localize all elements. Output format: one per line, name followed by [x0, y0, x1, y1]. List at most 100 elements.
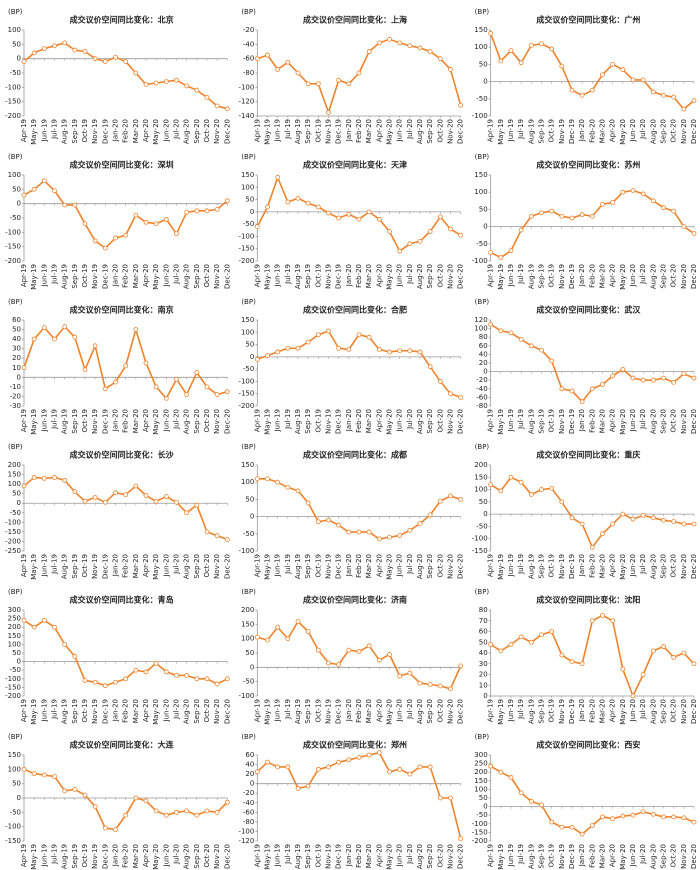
data-point: [346, 81, 352, 87]
x-tick-label: Aug-20: [416, 554, 424, 579]
data-point: [671, 94, 677, 100]
x-tick-label: Apr-19: [20, 699, 28, 722]
y-tick-label: 0: [17, 658, 21, 666]
data-point: [650, 377, 656, 383]
data-point: [194, 676, 200, 682]
x-tick-label: Apr-20: [142, 409, 150, 432]
y-tick-label: -150: [5, 837, 21, 845]
x-tick-label: Nov-19: [325, 264, 333, 289]
data-point: [569, 388, 575, 394]
y-tick-label: 200: [474, 768, 487, 776]
data-point: [498, 769, 504, 775]
x-tick-label: Jul-19: [51, 409, 59, 430]
y-tick-label: 0: [483, 803, 487, 811]
x-tick-label: Aug-19: [294, 554, 302, 579]
x-tick-label: May-19: [30, 409, 38, 435]
x-tick-label: May-19: [497, 119, 505, 145]
x-tick-label: Dec-20: [457, 409, 465, 434]
data-point: [559, 824, 565, 830]
x-tick-label: Nov-19: [558, 554, 566, 579]
x-tick-label: Jan-20: [345, 554, 353, 577]
x-tick-label: Dec-20: [223, 844, 231, 869]
data-point: [31, 50, 37, 56]
data-point: [224, 537, 230, 542]
x-tick-label: Apr-20: [375, 844, 383, 867]
x-tick-label: Dec-19: [335, 409, 343, 434]
data-point: [184, 209, 190, 215]
x-tick-label: Mar-20: [132, 699, 140, 723]
panel: (BP) 成交议价空间同比变化：西安 -200-150-100-5005010015…: [472, 733, 698, 870]
data-point: [336, 345, 342, 351]
x-tick-label: Oct-20: [203, 409, 211, 433]
data-point: [630, 375, 636, 381]
unit-label: (BP): [8, 443, 23, 451]
x-tick-label: Feb-20: [122, 409, 130, 433]
x-tick-label: Dec-19: [101, 699, 109, 724]
x-tick-label: Apr-20: [375, 264, 383, 287]
data-point: [458, 496, 464, 502]
y-tick-label: 0: [483, 510, 487, 518]
y-tick-label: 150: [474, 26, 487, 34]
x-tick-label: May-20: [152, 844, 160, 870]
data-point: [528, 343, 534, 349]
data-point: [102, 499, 108, 505]
data-point: [82, 678, 88, 683]
data-point: [589, 618, 595, 624]
y-tick-label: 50: [12, 40, 21, 48]
x-tick-label: Jun-20: [629, 554, 637, 577]
data-point: [539, 487, 544, 492]
data-point: [448, 391, 453, 397]
y-tick-label: 30: [12, 345, 21, 353]
data-point: [366, 529, 372, 535]
data-point: [92, 56, 98, 62]
x-tick-label: May-20: [386, 264, 394, 290]
data-point: [681, 521, 687, 527]
x-tick-label: Jun-19: [40, 264, 48, 287]
unit-label: (BP): [241, 8, 256, 16]
data-point: [671, 654, 677, 660]
data-point: [407, 527, 413, 533]
x-tick-label: Oct-20: [203, 264, 211, 288]
x-tick-label: Aug-20: [649, 699, 657, 724]
data-point: [579, 521, 585, 527]
x-tick-label: Jun-20: [629, 119, 637, 142]
x-tick-label: Jul-20: [639, 119, 647, 140]
x-tick-label: Dec-20: [690, 409, 698, 434]
y-tick-label: 50: [245, 649, 254, 657]
data-point: [52, 43, 57, 49]
x-tick-label: Dec-20: [223, 119, 231, 144]
data-point: [691, 98, 697, 103]
x-tick-label: May-19: [497, 554, 505, 580]
data-point: [356, 216, 362, 222]
x-tick-label: May-19: [264, 119, 272, 145]
data-point: [661, 644, 666, 649]
x-tick-label: Jun-19: [274, 554, 282, 577]
y-tick-label: -50: [476, 240, 487, 248]
x-tick-label: Feb-20: [355, 699, 363, 723]
data-point: [174, 231, 179, 237]
y-tick-label: -200: [5, 692, 21, 700]
x-tick-label: Dec-19: [101, 119, 109, 144]
x-tick-label: Jul-20: [639, 844, 647, 865]
x-tick-label: Jun-20: [162, 409, 170, 432]
x-tick-label: May-20: [619, 119, 627, 145]
x-tick-label: Apr-20: [142, 119, 150, 142]
x-tick-label: Apr-19: [20, 119, 28, 142]
x-tick-label: Jul-19: [284, 119, 292, 140]
data-point: [518, 790, 524, 796]
x-tick-label: Jan-20: [112, 264, 120, 287]
x-tick-label: Feb-20: [588, 699, 596, 723]
x-tick-label: Dec-19: [101, 554, 109, 579]
y-tick-label: -200: [5, 112, 21, 120]
y-tick-label: -150: [5, 528, 21, 536]
y-tick-label: 20: [245, 770, 254, 778]
x-tick-label: Jul-19: [284, 264, 292, 285]
data-point: [661, 375, 666, 381]
x-tick-label: Apr-19: [20, 844, 28, 867]
y-tick-label: 50: [479, 794, 488, 802]
x-tick-label: Dec-19: [568, 554, 576, 579]
x-tick-label: May-20: [619, 844, 627, 870]
y-tick-label: -40: [243, 40, 254, 48]
data-point: [559, 499, 565, 505]
x-tick-label: Mar-20: [365, 699, 373, 723]
